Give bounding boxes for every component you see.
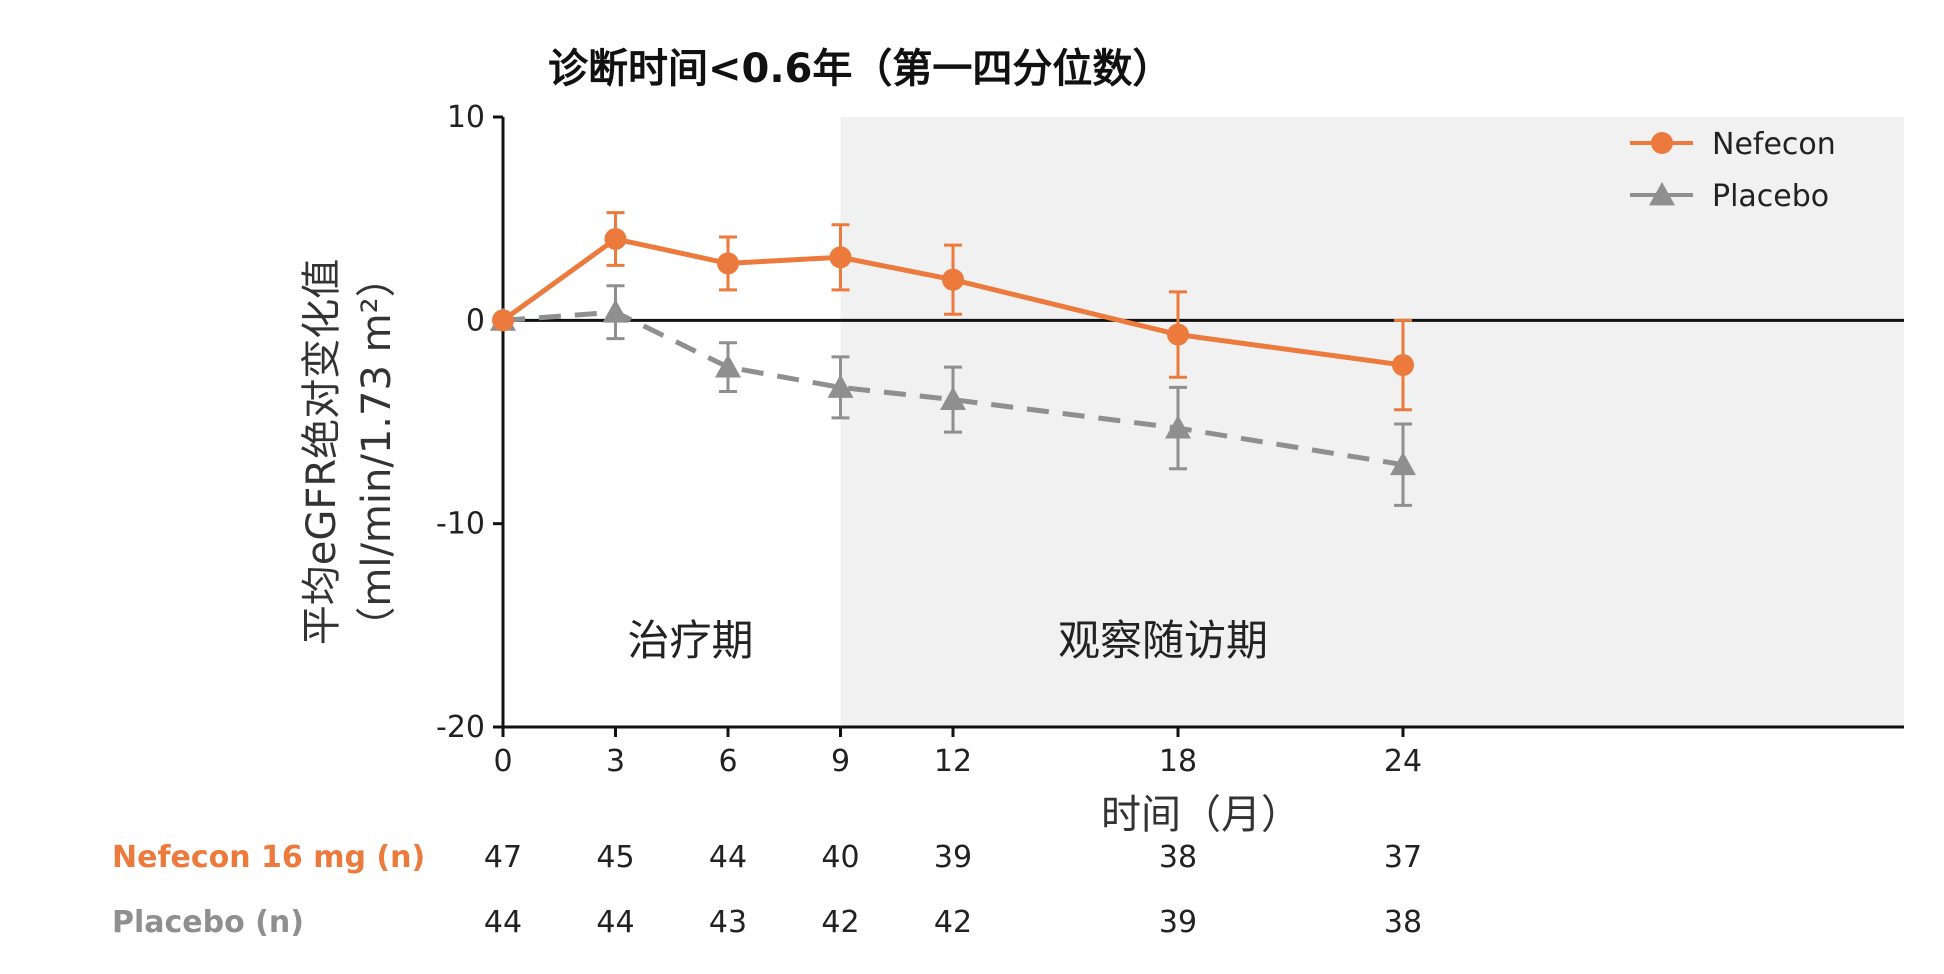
n-row-value: 42 — [821, 905, 859, 940]
y-tick-label: 0 — [466, 303, 485, 338]
legend-label: Placebo — [1712, 179, 1829, 214]
n-row-label: Placebo (n) — [112, 905, 304, 940]
phase-label-1: 观察随访期 — [1058, 616, 1268, 665]
n-row-value: 44 — [709, 840, 747, 875]
data-point — [602, 299, 629, 323]
n-row-value: 38 — [1159, 840, 1197, 875]
axes: 100-10-200 3 6 9 12 18 24 — [436, 100, 1904, 779]
legend-marker — [1651, 132, 1673, 154]
data-point — [942, 268, 964, 291]
n-row-0: Nefecon 16 mg (n) 47 45 44 40 39 38 37 — [112, 840, 1422, 875]
data-point — [1390, 451, 1416, 476]
n-row-label: Nefecon 16 mg (n) — [112, 840, 425, 875]
x-tick-label: 24 — [1384, 744, 1422, 779]
n-row-value: 44 — [484, 905, 522, 940]
legend-marker — [1649, 182, 1675, 206]
n-row-value: 37 — [1384, 840, 1422, 875]
series-nefecon — [492, 211, 1414, 412]
series-layer — [490, 211, 1416, 507]
data-point — [827, 374, 854, 398]
data-point — [492, 309, 514, 332]
n-row-value: 42 — [934, 905, 972, 940]
x-tick-label: 18 — [1159, 744, 1197, 779]
n-row-value: 40 — [821, 840, 859, 875]
data-point — [1392, 354, 1414, 377]
chart-title: 诊断时间<0.6年（第一四分位数） — [548, 46, 1172, 92]
data-point — [715, 354, 741, 378]
n-row-value: 39 — [934, 840, 972, 875]
y-axis-label-line1: 平均eGFR绝对变化值 — [299, 259, 345, 645]
n-row-value: 38 — [1384, 905, 1422, 940]
y-tick-label: -20 — [436, 710, 485, 745]
x-axis-label: 时间（月） — [1101, 792, 1301, 838]
n-at-risk-table: Nefecon 16 mg (n) 47 45 44 40 39 38 37 Placebo (… — [112, 840, 1422, 940]
data-point — [717, 252, 739, 275]
data-point — [829, 246, 852, 269]
y-axis-label: 平均eGFR绝对变化值 （ml/min/1.73 m²） — [299, 257, 400, 646]
legend: Nefecon Placebo — [1630, 127, 1836, 214]
x-tick-label: 9 — [831, 744, 850, 779]
x-tick-label: 0 — [493, 744, 512, 779]
phase-labels: 治疗期 观察随访期 — [627, 616, 1268, 665]
n-row-value: 39 — [1159, 905, 1197, 940]
data-point — [1167, 323, 1189, 346]
x-tick-label: 6 — [718, 744, 737, 779]
n-row-value: 44 — [596, 905, 634, 940]
x-tick-label: 3 — [606, 744, 625, 779]
data-point — [604, 228, 627, 250]
legend-item-nefecon: Nefecon — [1630, 127, 1836, 162]
n-row-1: Placebo (n) 44 44 43 42 42 39 38 — [112, 905, 1422, 940]
data-point — [1165, 415, 1191, 439]
legend-item-placebo: Placebo — [1630, 179, 1829, 214]
y-axis-label-line2: （ml/min/1.73 m²） — [354, 257, 400, 646]
phase-label-0: 治疗期 — [627, 616, 753, 665]
n-row-value: 43 — [709, 905, 747, 940]
n-row-value: 47 — [484, 840, 522, 875]
y-tick-label: 10 — [447, 100, 485, 135]
follow-up-period-shade — [840, 117, 1904, 727]
n-row-value: 45 — [596, 840, 634, 875]
data-point — [940, 386, 966, 411]
y-tick-label: -10 — [436, 507, 485, 542]
legend-label: Nefecon — [1712, 127, 1836, 162]
x-tick-label: 12 — [934, 744, 972, 779]
